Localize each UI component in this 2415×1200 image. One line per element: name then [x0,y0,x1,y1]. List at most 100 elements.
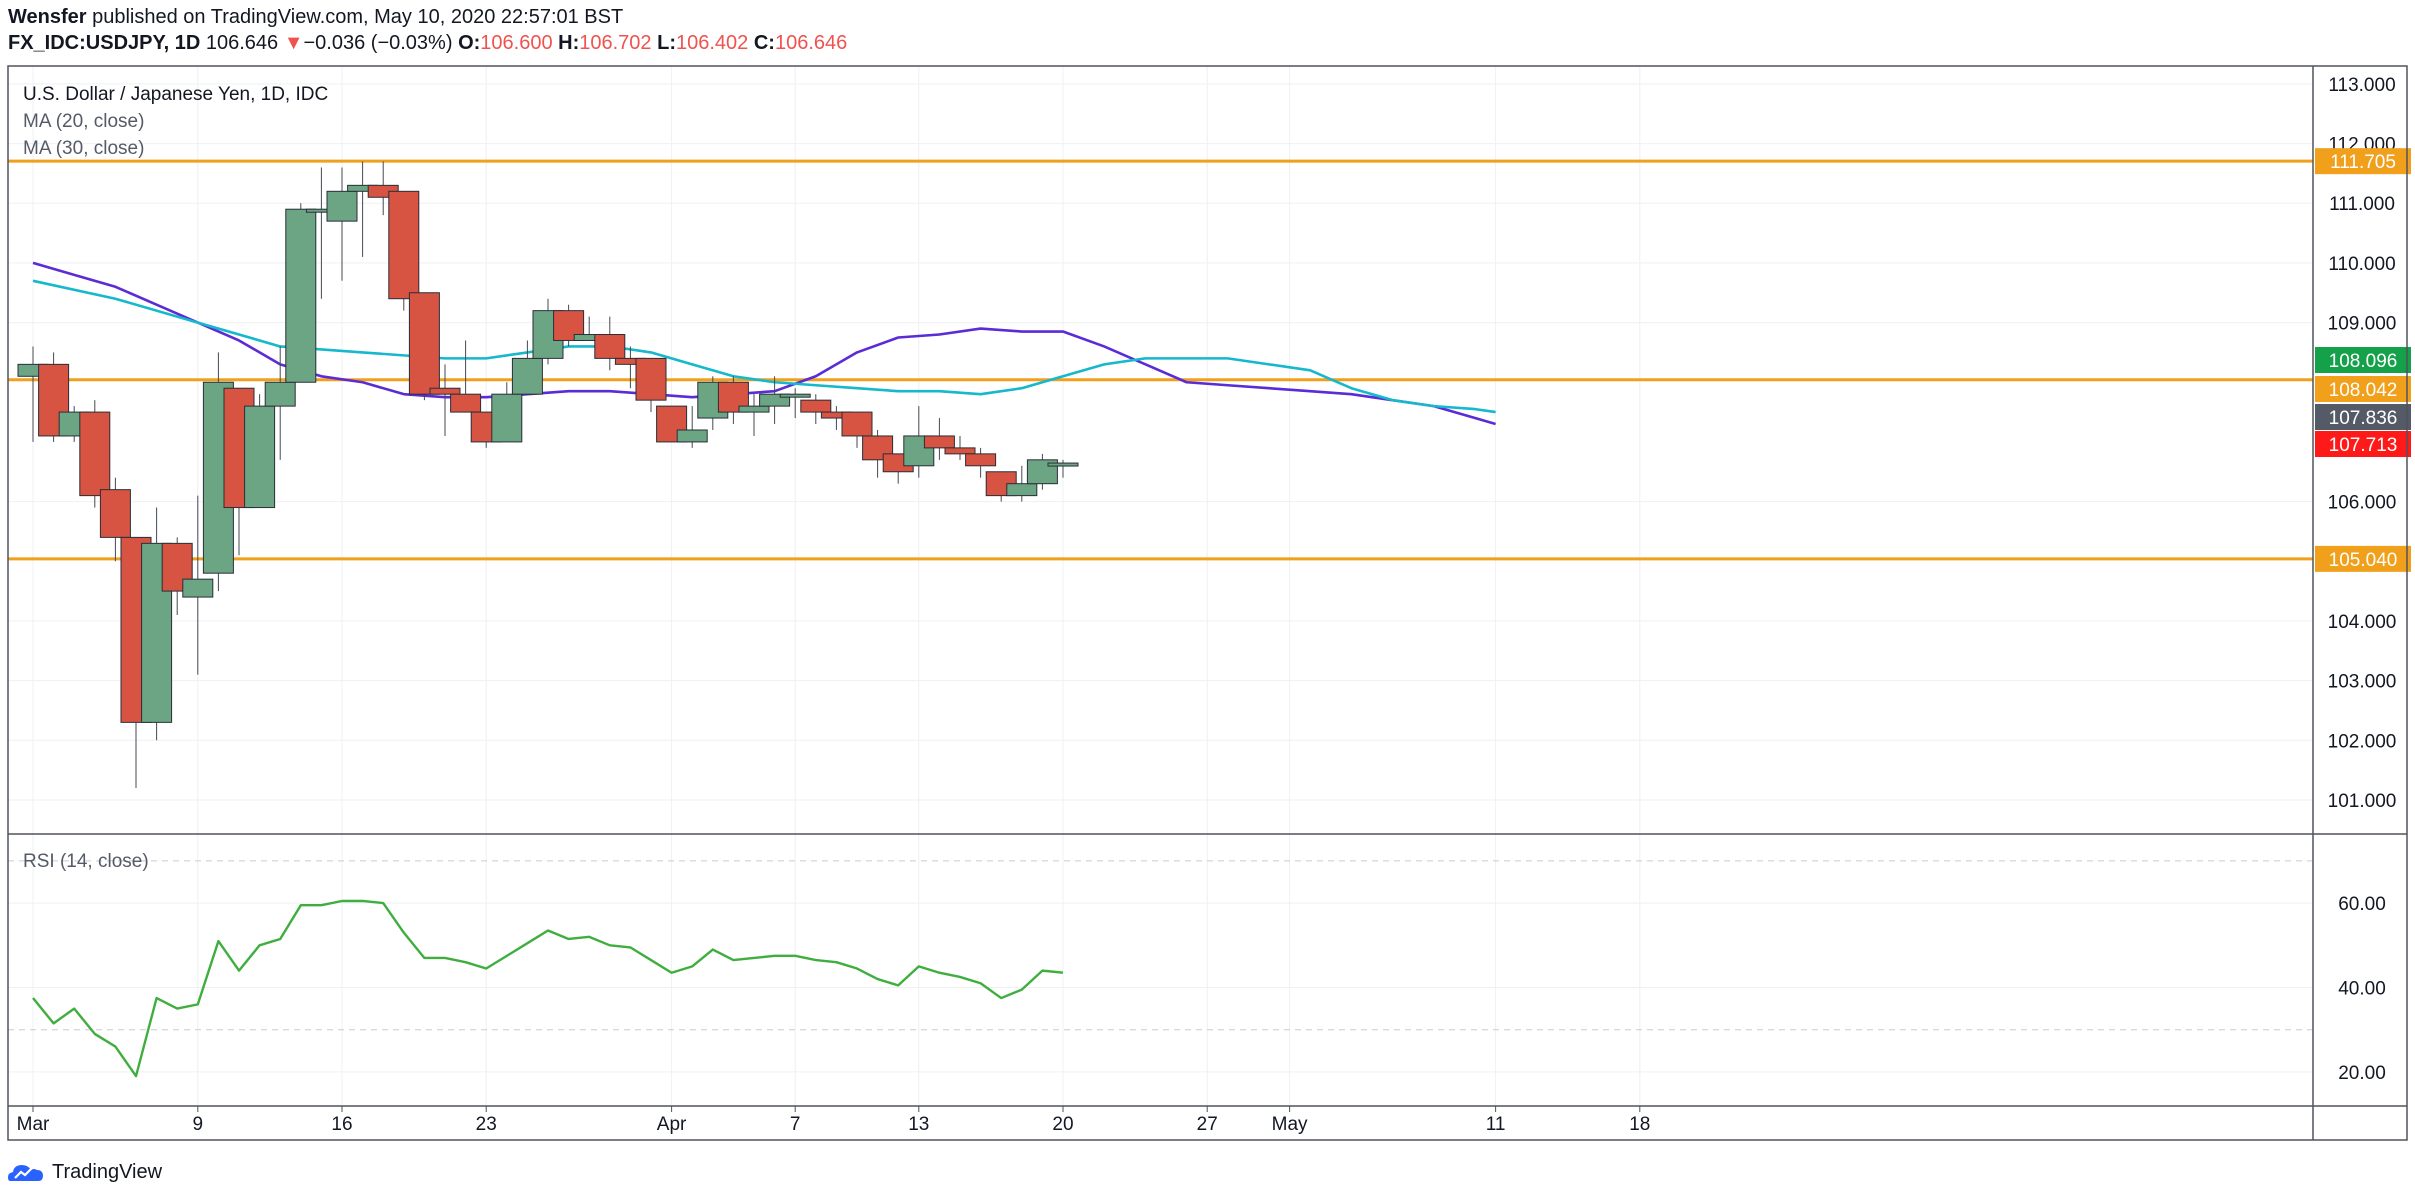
candle-body-down [635,357,667,401]
time-tick-label: 7 [790,1114,801,1135]
time-axis[interactable]: Mar 9 16 23 Apr 7 13 20 27 May 11 18 [17,1106,1651,1135]
candle [285,203,317,383]
candle-body-down [594,334,626,359]
price-label: 107.713 [2315,431,2411,457]
candle-body-up [676,429,708,443]
price-tick-label: 101.000 [2328,791,2397,812]
outer-border [7,65,2408,1141]
candle-body-down [965,453,997,467]
candle-body-down [408,292,440,395]
candle-body-up [1006,483,1038,497]
low-label: L: [657,32,676,54]
candle-body-up [903,435,935,467]
candle-body-down [429,387,461,395]
candle [903,406,935,478]
support-resistance-levels[interactable] [8,159,2313,561]
price-label-text: 105.040 [2329,550,2398,571]
price-axis[interactable]: 101.000 102.000 103.000 104.000 106.000 109.0… [2315,75,2411,812]
price-label: 105.040 [2315,545,2411,572]
candle [491,382,523,443]
candle-body-down [841,411,873,437]
candlesticks [17,161,1079,789]
candle [841,411,873,448]
candle [553,304,585,347]
candle-body-down [923,435,955,449]
price-label-box [2315,431,2411,457]
candle-body-up [779,393,811,398]
tradingview-logo-icon[interactable] [6,1159,46,1185]
price-label-text: 108.096 [2329,351,2398,372]
candle-body-down [450,393,482,413]
candle-body-up [182,578,214,598]
open-value: 106.600 [480,32,553,54]
time-tick-label: 16 [331,1114,352,1135]
candle [388,190,420,311]
price-label: 107.836 [2315,404,2411,430]
rsi-grid [8,834,2313,1106]
candle [800,394,832,425]
low-value: 106.402 [676,32,749,54]
close-label: C: [753,32,775,54]
chart-frame [7,65,2408,1141]
open-label: O: [458,32,481,54]
price-tick-label: 106.000 [2328,493,2397,514]
time-tick-label: Apr [657,1114,687,1135]
price-tick-label: 109.000 [2328,314,2397,335]
candle [408,292,440,401]
time-tick-label: Mar [17,1114,50,1135]
price-label-box [2315,347,2411,373]
candle-body-down [79,411,111,497]
price-label: 111.705 [2315,148,2411,175]
candle [738,394,770,436]
rsi-legend: RSI (14, close) [23,851,149,872]
candle [99,477,131,562]
rsi-axis[interactable]: 20.00 40.00 60.00 [2338,894,2386,1084]
candle [676,406,708,448]
candle [759,376,791,425]
candle [944,435,976,460]
price-tick-label: 103.000 [2328,672,2397,693]
down-arrow-icon: ▼ [283,32,304,54]
candle [264,346,296,460]
chart-legends: U.S. Dollar / Japanese Yen, 1D, IDC MA (2… [23,84,328,872]
candle [923,418,955,460]
candle [429,364,461,436]
ma20-legend: MA (20, close) [23,111,144,132]
candle [450,340,482,413]
price-label-box [2315,545,2411,572]
candle-body-up [491,393,523,443]
chart-canvas[interactable]: 101.000 102.000 103.000 104.000 106.000 109.0… [0,0,2415,1150]
price-label: 108.096 [2315,347,2411,373]
price-change: −0.036 (−0.03%) [303,32,453,54]
price-tick-label: 113.000 [2328,75,2395,96]
symbol-label[interactable]: FX_IDC:USDJPY, 1D [8,32,201,54]
price-grid [8,66,2313,834]
candle-body-up [264,381,296,407]
candle-body-down [944,447,976,455]
main-legend-title: U.S. Dollar / Japanese Yen, 1D, IDC [23,84,328,105]
ohlc-line: FX_IDC:USDJPY, 1D 106.646 ▼−0.036 (−0.03… [8,32,847,55]
time-tick-label: May [1272,1114,1308,1135]
candle [965,447,997,478]
time-tick-label: 13 [908,1114,929,1135]
rsi-tick-label: 40.00 [2338,979,2386,1000]
published-text: published on TradingView.com, May 10, 20… [92,6,624,28]
last-price: 106.646 [205,32,279,54]
price-tick-label: 104.000 [2328,612,2397,633]
time-tick-label: 27 [1197,1114,1218,1135]
time-tick-label: 11 [1486,1114,1506,1135]
rsi-tick-label: 60.00 [2338,894,2386,915]
candle [1047,459,1079,478]
footer-brand[interactable]: TradingView [52,1160,163,1183]
time-tick-label: 23 [476,1114,497,1135]
high-label: H: [558,32,580,54]
price-label-box [2315,376,2411,402]
candle [182,495,214,675]
candle [244,394,276,509]
candle [79,400,111,508]
candle-body-up [511,357,543,395]
candle [326,167,358,281]
price-label-text: 108.042 [2329,380,2398,401]
publisher-name[interactable]: Wensfer [8,6,87,28]
price-label-box [2315,148,2411,175]
